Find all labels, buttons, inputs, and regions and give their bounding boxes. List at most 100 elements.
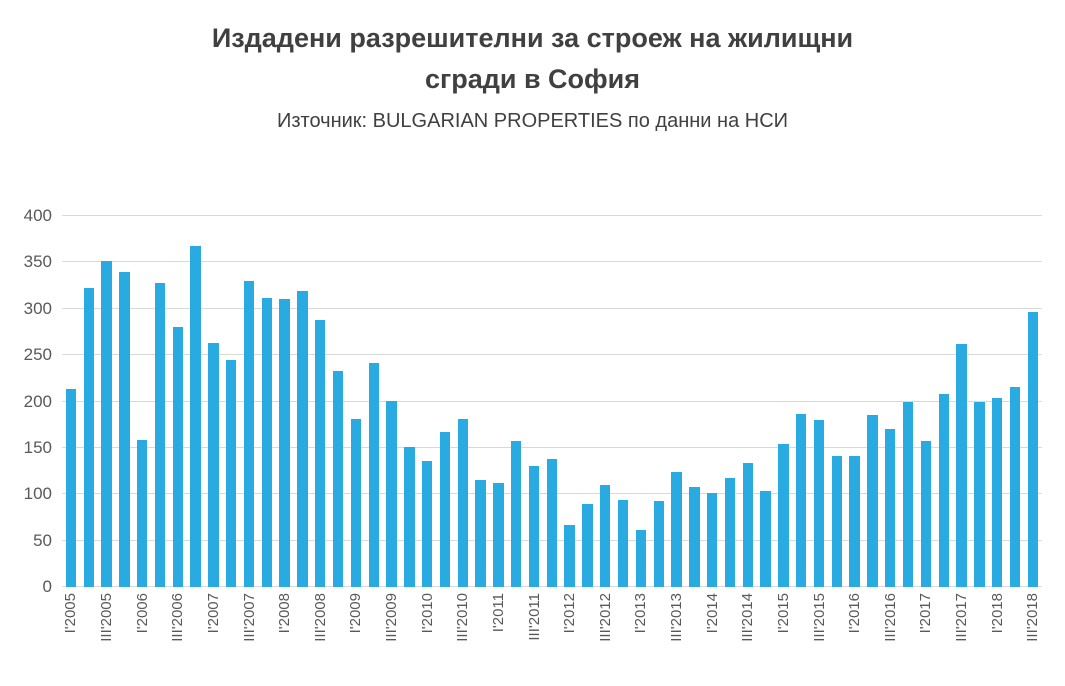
- bar: [350, 419, 362, 587]
- x-axis-slot: III'2009: [383, 593, 401, 642]
- bar-slot: [650, 216, 668, 587]
- x-axis-tick-label: I'2017: [917, 593, 935, 634]
- bar-slot: [169, 216, 187, 587]
- bar-slot: [400, 216, 418, 587]
- x-axis-tick-label: I'2014: [703, 593, 721, 634]
- bar: [635, 530, 647, 587]
- x-axis-slot: I'2014: [703, 593, 721, 633]
- x-axis-tick-label: I'2018: [988, 593, 1006, 634]
- gridline: [62, 400, 1042, 402]
- bar: [689, 486, 700, 587]
- chart-title-line2: сгради в София: [424, 63, 641, 94]
- x-axis-slot: I'2009: [347, 593, 365, 633]
- x-axis-slot: I'2010: [418, 593, 436, 633]
- bar: [511, 441, 522, 587]
- bar-slot: [240, 216, 258, 587]
- bar: [261, 297, 272, 587]
- bar-slot: [846, 216, 864, 587]
- bar: [83, 288, 94, 587]
- bar-slot: [775, 216, 793, 587]
- bar: [475, 480, 486, 587]
- bar-slot: [935, 216, 953, 587]
- bar-slot: [988, 216, 1006, 587]
- y-axis-tick-label: 400: [23, 206, 52, 225]
- bar: [617, 499, 629, 587]
- x-axis-tick-label: I'2012: [561, 593, 579, 634]
- bar-slot: [472, 216, 490, 587]
- x-axis-slot: I'2013: [632, 593, 650, 633]
- bar: [991, 397, 1003, 587]
- x-axis-tick-label: I'2009: [347, 593, 365, 634]
- x-axis-tick-label: III'2010: [454, 593, 472, 642]
- bar: [920, 441, 932, 587]
- bar: [760, 490, 771, 587]
- bar: [297, 291, 308, 587]
- bar: [796, 413, 807, 587]
- x-axis-slot: III'2018: [1024, 593, 1042, 642]
- bar: [902, 402, 914, 587]
- bar: [849, 456, 860, 587]
- bar: [493, 483, 504, 587]
- bar-slot: [98, 216, 116, 587]
- x-axis-labels: I'2005 III'2005 I'2006 III'2006 I'2007 III'20…: [62, 593, 1042, 683]
- x-axis-slot: I'2016: [846, 593, 864, 633]
- x-axis-tick-label: I'2006: [133, 593, 151, 634]
- x-axis-tick-label: I'2010: [418, 593, 436, 634]
- x-axis-tick-label: I'2011: [489, 593, 507, 633]
- x-axis-tick-label: III'2007: [240, 593, 258, 642]
- x-axis-slot: III'2015: [810, 593, 828, 642]
- bar: [706, 493, 718, 587]
- bar-slot: [685, 216, 703, 587]
- x-axis-tick-label: I'2013: [632, 593, 650, 634]
- x-axis-slot: III'2011: [525, 593, 543, 641]
- bar-slot: [917, 216, 935, 587]
- bar: [1009, 386, 1021, 587]
- bar-slot: [632, 216, 650, 587]
- bar-slot: [543, 216, 561, 587]
- bar-slot: [276, 216, 294, 587]
- x-axis-slot: III'2012: [596, 593, 614, 642]
- bar: [546, 459, 557, 587]
- bar-slot: [561, 216, 579, 587]
- bar: [243, 280, 255, 587]
- x-axis-tick-label: I'2005: [62, 593, 80, 634]
- x-axis-tick-label: III'2013: [668, 593, 686, 642]
- bar-slot: [151, 216, 169, 587]
- x-axis-slot: I'2008: [276, 593, 294, 633]
- bar: [368, 363, 379, 587]
- bar: [974, 401, 985, 587]
- bar-slot: [133, 216, 151, 587]
- bar: [190, 245, 201, 587]
- bar-slot: [721, 216, 739, 587]
- x-axis-tick-label: III'2015: [810, 593, 828, 642]
- bar-slot: [205, 216, 223, 587]
- bar: [742, 462, 753, 587]
- bar-slot: [953, 216, 971, 587]
- bar-slot: [507, 216, 525, 587]
- x-axis-slot: I'2005: [62, 593, 80, 633]
- bar-slot: [881, 216, 899, 587]
- x-axis-slot: I'2011: [490, 593, 508, 632]
- bar-slot: [899, 216, 917, 587]
- bar-slot: [810, 216, 828, 587]
- x-axis-tick-label: I'2008: [276, 593, 294, 634]
- x-axis-slot: III'2014: [739, 593, 757, 642]
- bar: [582, 504, 593, 587]
- gridline: [62, 354, 1042, 356]
- y-axis-tick-label: 100: [23, 484, 52, 504]
- x-axis-slot: I'2012: [561, 593, 579, 633]
- bar-slot: [703, 216, 721, 587]
- bar-slot: [329, 216, 347, 587]
- bar: [421, 460, 433, 587]
- x-axis-tick-label: III'2018: [1024, 593, 1042, 642]
- x-axis-slot: I'2007: [205, 593, 223, 633]
- bar: [315, 319, 326, 587]
- bar-slot: [828, 216, 846, 587]
- x-axis-tick-label: I'2015: [774, 593, 792, 634]
- bar: [457, 419, 468, 587]
- bar-slot: [668, 216, 686, 587]
- bar: [724, 477, 736, 587]
- bar: [600, 484, 611, 587]
- x-axis-tick-label: III'2011: [525, 593, 543, 641]
